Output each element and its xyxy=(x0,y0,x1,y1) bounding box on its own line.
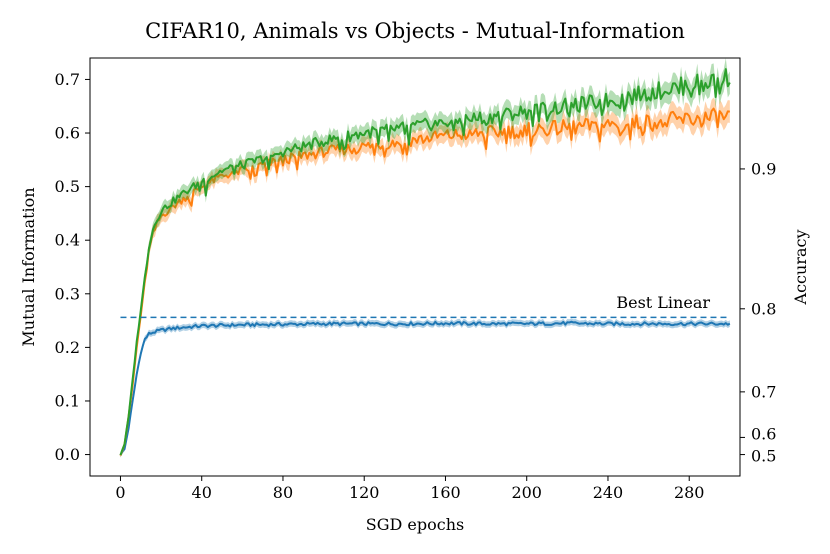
series-layer xyxy=(119,57,731,458)
y-tick-label: 0.6 xyxy=(55,124,80,143)
x-tick-label: 200 xyxy=(511,483,542,502)
y-tick-label: 0.0 xyxy=(55,445,80,464)
y-tick-label: 0.4 xyxy=(55,231,80,250)
right-axis-label: Accuracy xyxy=(791,230,810,306)
right-axis-ticks: 0.5 0.6 0.7 0.8 0.9 xyxy=(740,159,776,466)
x-axis-ticks: 0 40 80 120 160 200 240 280 xyxy=(115,476,704,502)
series-line-blue xyxy=(119,320,731,456)
x-tick-label: 80 xyxy=(273,483,293,502)
x-tick-label: 240 xyxy=(593,483,624,502)
y-axis-ticks: 0.0 0.1 0.2 0.3 0.4 0.5 0.6 0.7 xyxy=(55,70,90,464)
series-line-orange xyxy=(119,107,730,456)
series-band-orange xyxy=(120,97,730,458)
x-tick-label: 160 xyxy=(430,483,461,502)
y-tick-label: 0.5 xyxy=(55,177,80,196)
y-tick-label: 0.1 xyxy=(55,391,80,410)
y-tick-label: 0.7 xyxy=(55,70,80,89)
x-axis-label: SGD epochs xyxy=(366,515,464,534)
x-tick-label: 120 xyxy=(349,483,380,502)
y-axis-label: Mutual Information xyxy=(19,187,38,346)
right-tick-label: 0.6 xyxy=(751,424,776,443)
right-tick-label: 0.8 xyxy=(751,299,776,318)
x-tick-label: 280 xyxy=(674,483,705,502)
y-tick-label: 0.3 xyxy=(55,284,80,303)
best-linear-annotation: Best Linear xyxy=(616,293,710,312)
x-tick-label: 40 xyxy=(192,483,212,502)
series-band-green xyxy=(120,57,730,458)
x-tick-label: 0 xyxy=(115,483,125,502)
series-band-blue xyxy=(120,318,730,458)
right-tick-label: 0.7 xyxy=(751,382,776,401)
series-line-green xyxy=(119,68,731,456)
right-tick-label: 0.9 xyxy=(751,159,776,178)
right-tick-label: 0.5 xyxy=(751,447,776,466)
plot-frame xyxy=(89,57,741,477)
y-tick-label: 0.2 xyxy=(55,338,80,357)
chart-title: CIFAR10, Animals vs Objects - Mutual-Inf… xyxy=(145,19,685,43)
